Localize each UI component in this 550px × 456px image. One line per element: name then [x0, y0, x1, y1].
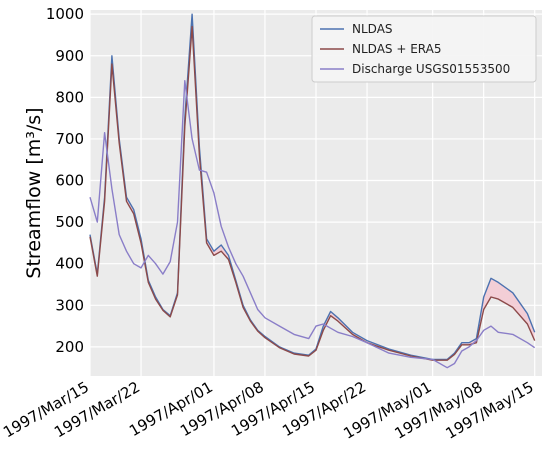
- y-tick-labels: 200 300 400 500 600 700 800 900 1000: [46, 5, 84, 356]
- legend: NLDAS NLDAS + ERA5 Discharge USGS01553500: [311, 15, 537, 83]
- series-lines: [89, 13, 536, 369]
- y-axis-label: Streamflow [m³/s]: [23, 107, 45, 278]
- grid-lines: [89, 10, 542, 376]
- legend-entry: NLDAS: [352, 22, 393, 36]
- legend-box: [311, 15, 537, 83]
- y-tick-label: 200: [55, 338, 84, 356]
- y-tick-label: 400: [55, 255, 84, 273]
- x-tick-label: 1997/May/15: [443, 378, 537, 443]
- y-tick-label: 600: [55, 172, 84, 190]
- legend-entry: NLDAS + ERA5: [352, 42, 441, 56]
- series-line-2: [89, 79, 536, 369]
- y-tick-label: 700: [55, 130, 84, 148]
- y-tick-label: 500: [55, 213, 84, 231]
- y-tick-label: 1000: [46, 5, 84, 23]
- legend-entry: Discharge USGS01553500: [352, 62, 510, 76]
- y-tick-label: 800: [55, 88, 84, 106]
- y-tick-label: 300: [55, 296, 84, 314]
- x-tick-labels: 1997/Mar/151997/Mar/221997/Apr/011997/Ap…: [0, 378, 537, 443]
- y-tick-label: 900: [55, 47, 84, 65]
- series-line-1: [89, 25, 536, 361]
